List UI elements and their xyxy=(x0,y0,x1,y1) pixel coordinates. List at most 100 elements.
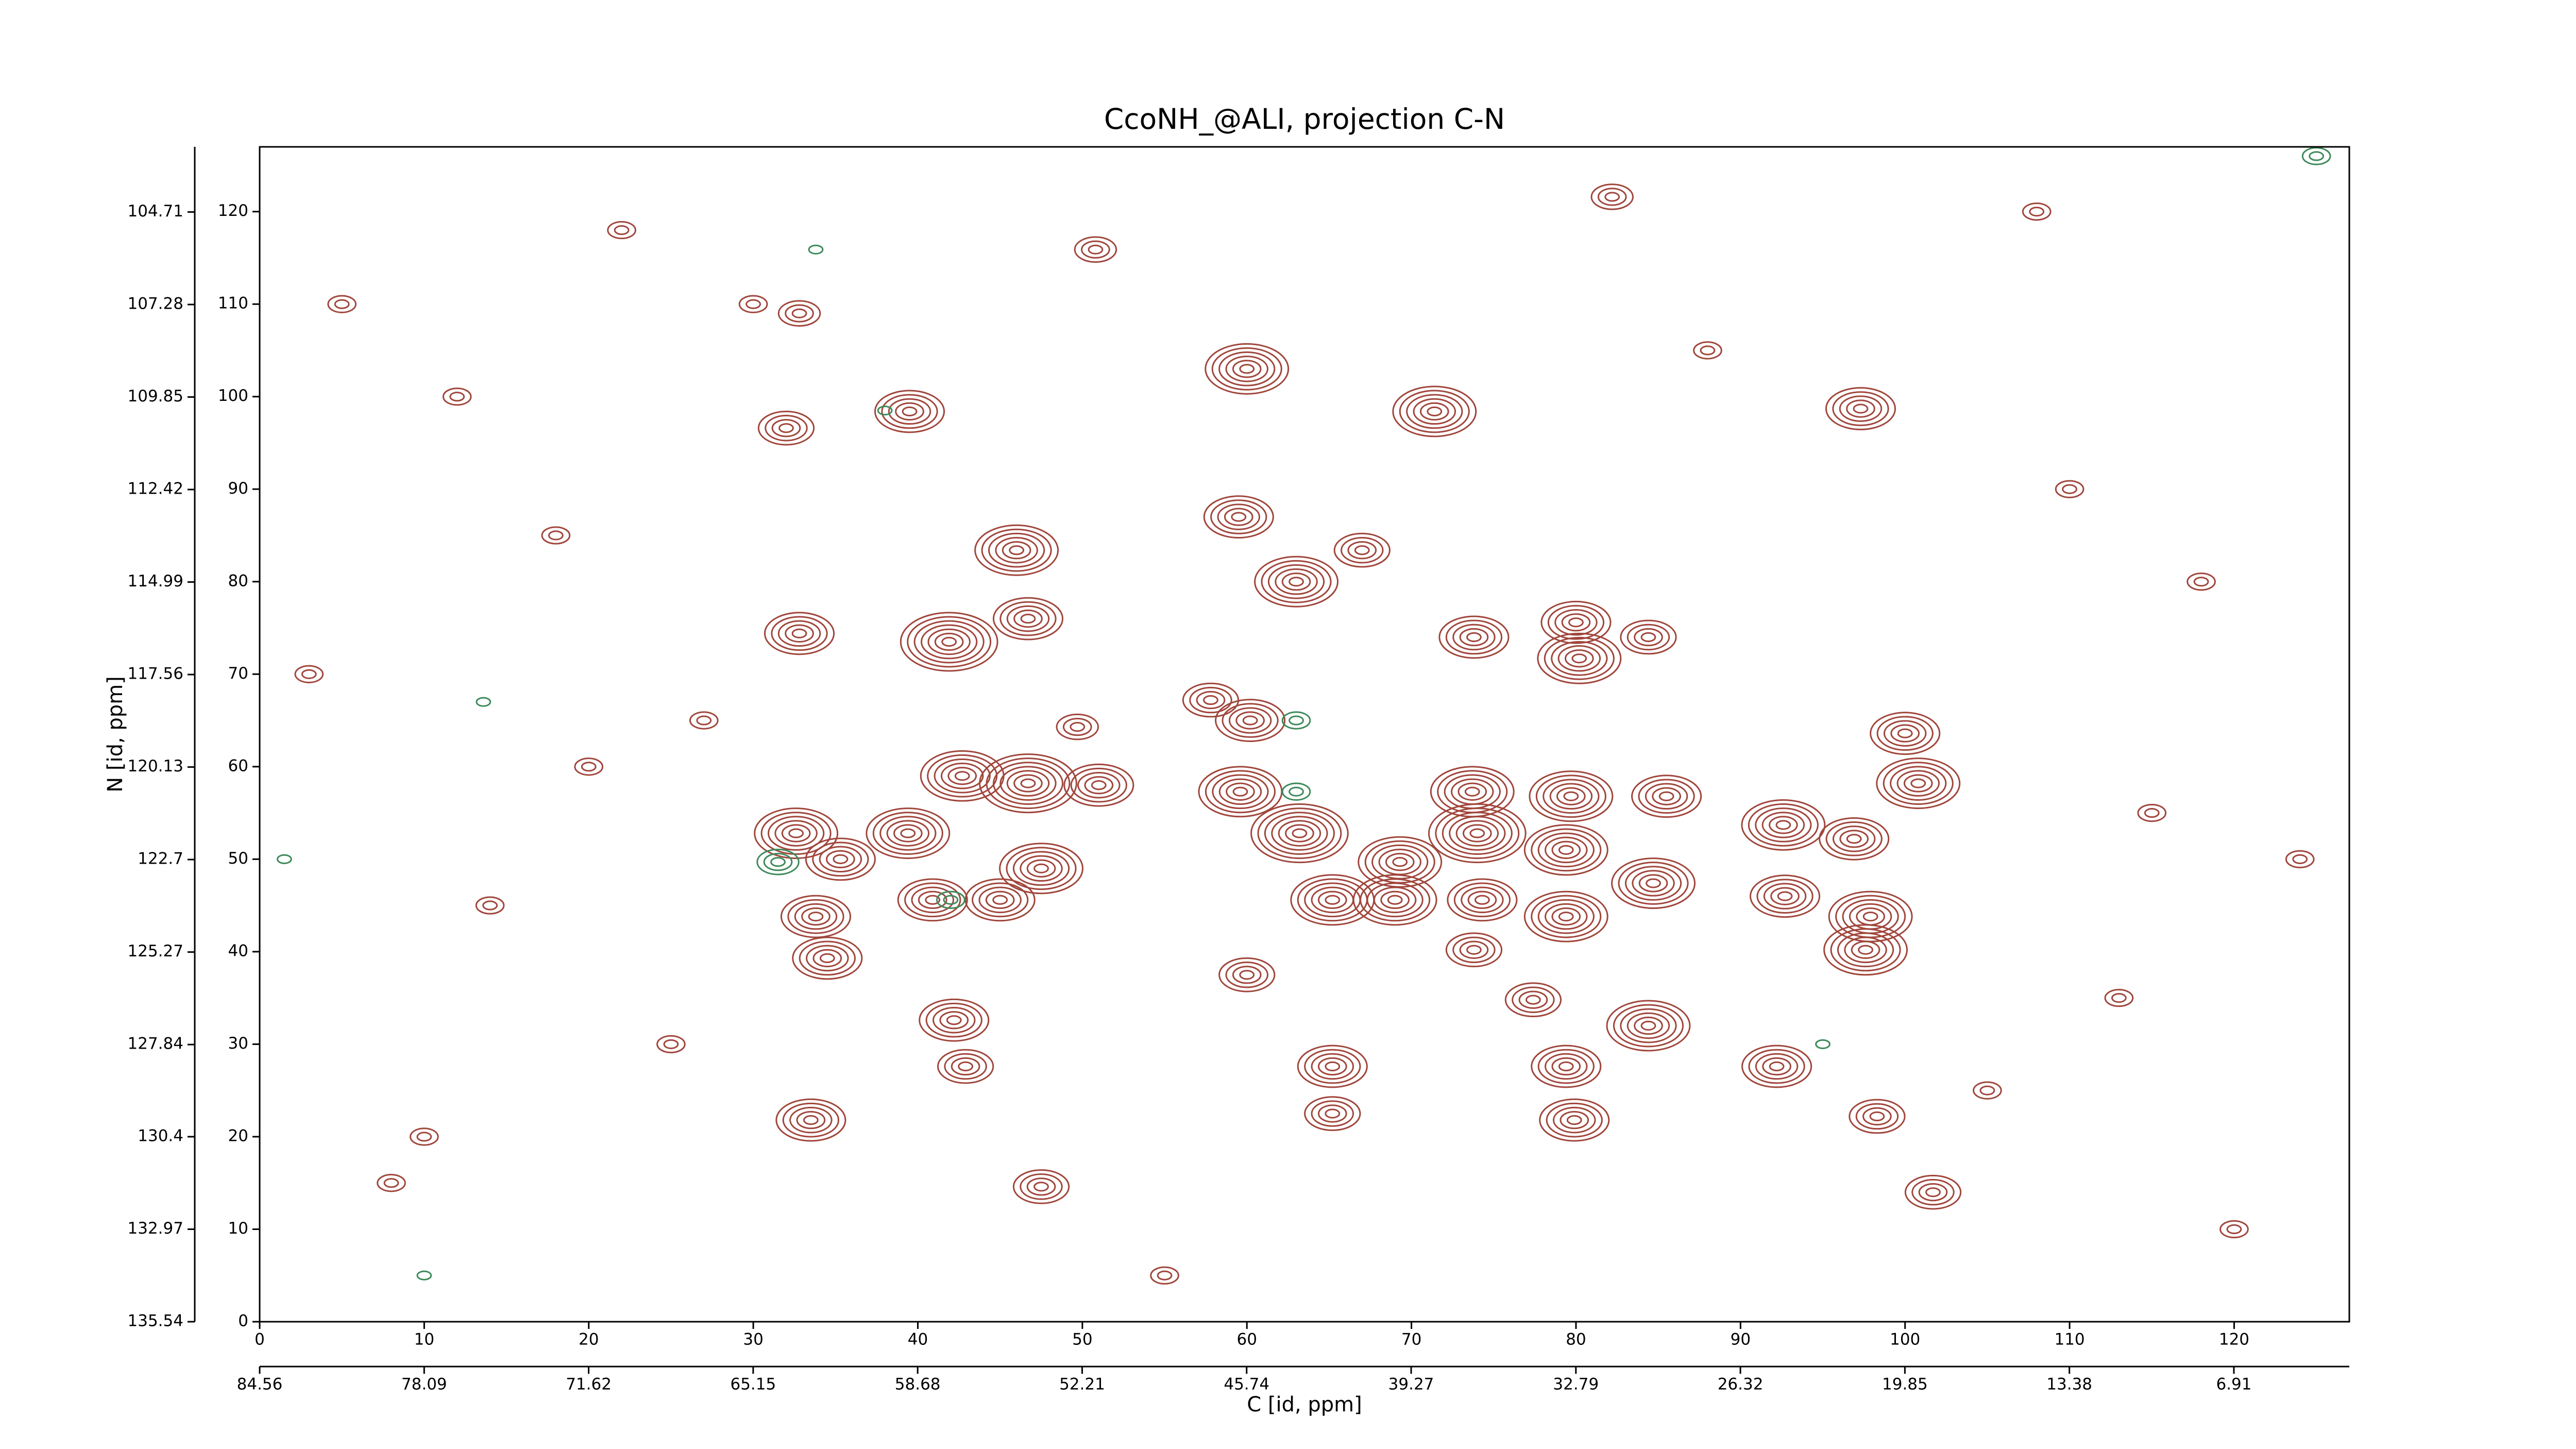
contour-level xyxy=(756,849,800,875)
contour-level xyxy=(1634,1016,1663,1035)
contour-level xyxy=(327,295,357,313)
y2-tick-label: 130.4 xyxy=(138,1126,183,1145)
contour-level xyxy=(442,387,472,406)
contour-level xyxy=(1911,1178,1955,1206)
contour-level xyxy=(1543,779,1600,814)
contour-level xyxy=(1903,774,1933,793)
contour-level xyxy=(696,715,712,726)
contour-level xyxy=(1862,1107,1892,1126)
contour-level xyxy=(791,628,807,638)
contour-level xyxy=(1380,890,1410,909)
contour-level xyxy=(1264,812,1335,855)
contour-level xyxy=(1755,1053,1799,1080)
contour-level xyxy=(1904,1174,1962,1210)
contour-level xyxy=(1537,832,1595,868)
contour-level xyxy=(1769,816,1798,834)
contour-level xyxy=(1763,883,1807,909)
contour-level xyxy=(992,762,1064,805)
contour-level xyxy=(1839,830,1869,848)
contour-level xyxy=(1006,847,1077,890)
contour-level xyxy=(1531,895,1602,938)
contour-level xyxy=(1235,711,1265,730)
contour-level xyxy=(1819,817,1890,861)
y-tick-label: 0 xyxy=(238,1312,248,1330)
contour-level xyxy=(541,526,571,545)
contour-level xyxy=(1311,1100,1354,1127)
contour-level xyxy=(1523,824,1608,876)
contour-level xyxy=(1232,786,1248,797)
contour-level xyxy=(1006,605,1050,632)
contour-level xyxy=(1399,390,1470,433)
contour-level xyxy=(1452,936,1496,964)
contour-level xyxy=(1979,1085,1995,1096)
contour-level xyxy=(1741,1044,1812,1088)
contour-level xyxy=(1196,690,1226,710)
contour-level xyxy=(1225,356,1268,382)
contour-level xyxy=(1825,821,1883,856)
contour-level xyxy=(1084,776,1114,795)
contour-level xyxy=(1825,387,1896,430)
y-tick-label: 40 xyxy=(228,941,248,960)
contour-level xyxy=(1634,628,1663,647)
contour-level xyxy=(1855,1103,1899,1130)
contour-level xyxy=(1638,779,1695,814)
y-tick-label: 10 xyxy=(228,1219,248,1238)
contour-level xyxy=(888,398,931,425)
contour-level xyxy=(1385,853,1415,871)
contour-level xyxy=(881,394,938,429)
contour-level xyxy=(1475,895,1490,905)
contour-level xyxy=(897,878,968,922)
x-tick-label: 90 xyxy=(1731,1330,1751,1349)
contour-level xyxy=(1278,820,1321,847)
y2-tick-label: 107.28 xyxy=(128,294,183,313)
contour-level xyxy=(2111,993,2127,1003)
contour-level xyxy=(614,225,630,235)
contour-level xyxy=(1823,924,1908,976)
contour-level xyxy=(1289,786,1304,797)
contour-level xyxy=(2144,808,2160,818)
contour-level xyxy=(1741,799,1826,851)
contour-level xyxy=(482,900,498,911)
plot-frame xyxy=(259,146,2350,1323)
y2-tick-label: 122.7 xyxy=(138,850,183,868)
contour-level xyxy=(925,895,941,905)
contour-level xyxy=(1551,840,1581,860)
contour-level xyxy=(1442,812,1513,855)
contour-level xyxy=(780,895,852,938)
contour-level xyxy=(1341,537,1384,564)
contour-level xyxy=(954,771,970,781)
contour-level xyxy=(1700,345,1716,356)
x2-tick-label: 13.38 xyxy=(2046,1375,2092,1394)
contour-level xyxy=(1558,845,1574,855)
contour-level xyxy=(796,1110,826,1130)
y2-tick-label: 132.97 xyxy=(128,1219,183,1238)
contour-level xyxy=(1257,807,1342,860)
contour-level xyxy=(1358,836,1443,888)
contour-level xyxy=(1558,912,1574,922)
contour-level xyxy=(1325,1061,1341,1072)
contour-level xyxy=(1658,791,1674,801)
x-tick-label: 80 xyxy=(1566,1330,1586,1349)
contour-level xyxy=(775,1098,846,1142)
contour-level xyxy=(964,878,1036,922)
contour-level xyxy=(1205,770,1276,814)
y-tick-label: 70 xyxy=(228,664,248,683)
contour-level xyxy=(1547,604,1605,640)
contour-level xyxy=(1428,803,1527,864)
contour-level xyxy=(1870,712,1941,755)
contour-level xyxy=(1203,495,1274,539)
contour-level xyxy=(1226,782,1255,801)
x2-tick-label: 52.21 xyxy=(1059,1375,1105,1394)
contour-level xyxy=(1830,928,1901,972)
contour-level xyxy=(1317,1057,1347,1076)
contour-level xyxy=(1438,615,1510,659)
contour-level xyxy=(812,949,842,968)
contour-level xyxy=(812,841,869,877)
y2-tick-label: 117.56 xyxy=(128,665,183,683)
contour-level xyxy=(806,945,849,972)
contour-level xyxy=(1281,711,1311,730)
contour-level xyxy=(1224,508,1253,526)
contour-level xyxy=(1531,828,1602,872)
contour-level xyxy=(1518,990,1548,1009)
contour-level xyxy=(900,828,916,838)
